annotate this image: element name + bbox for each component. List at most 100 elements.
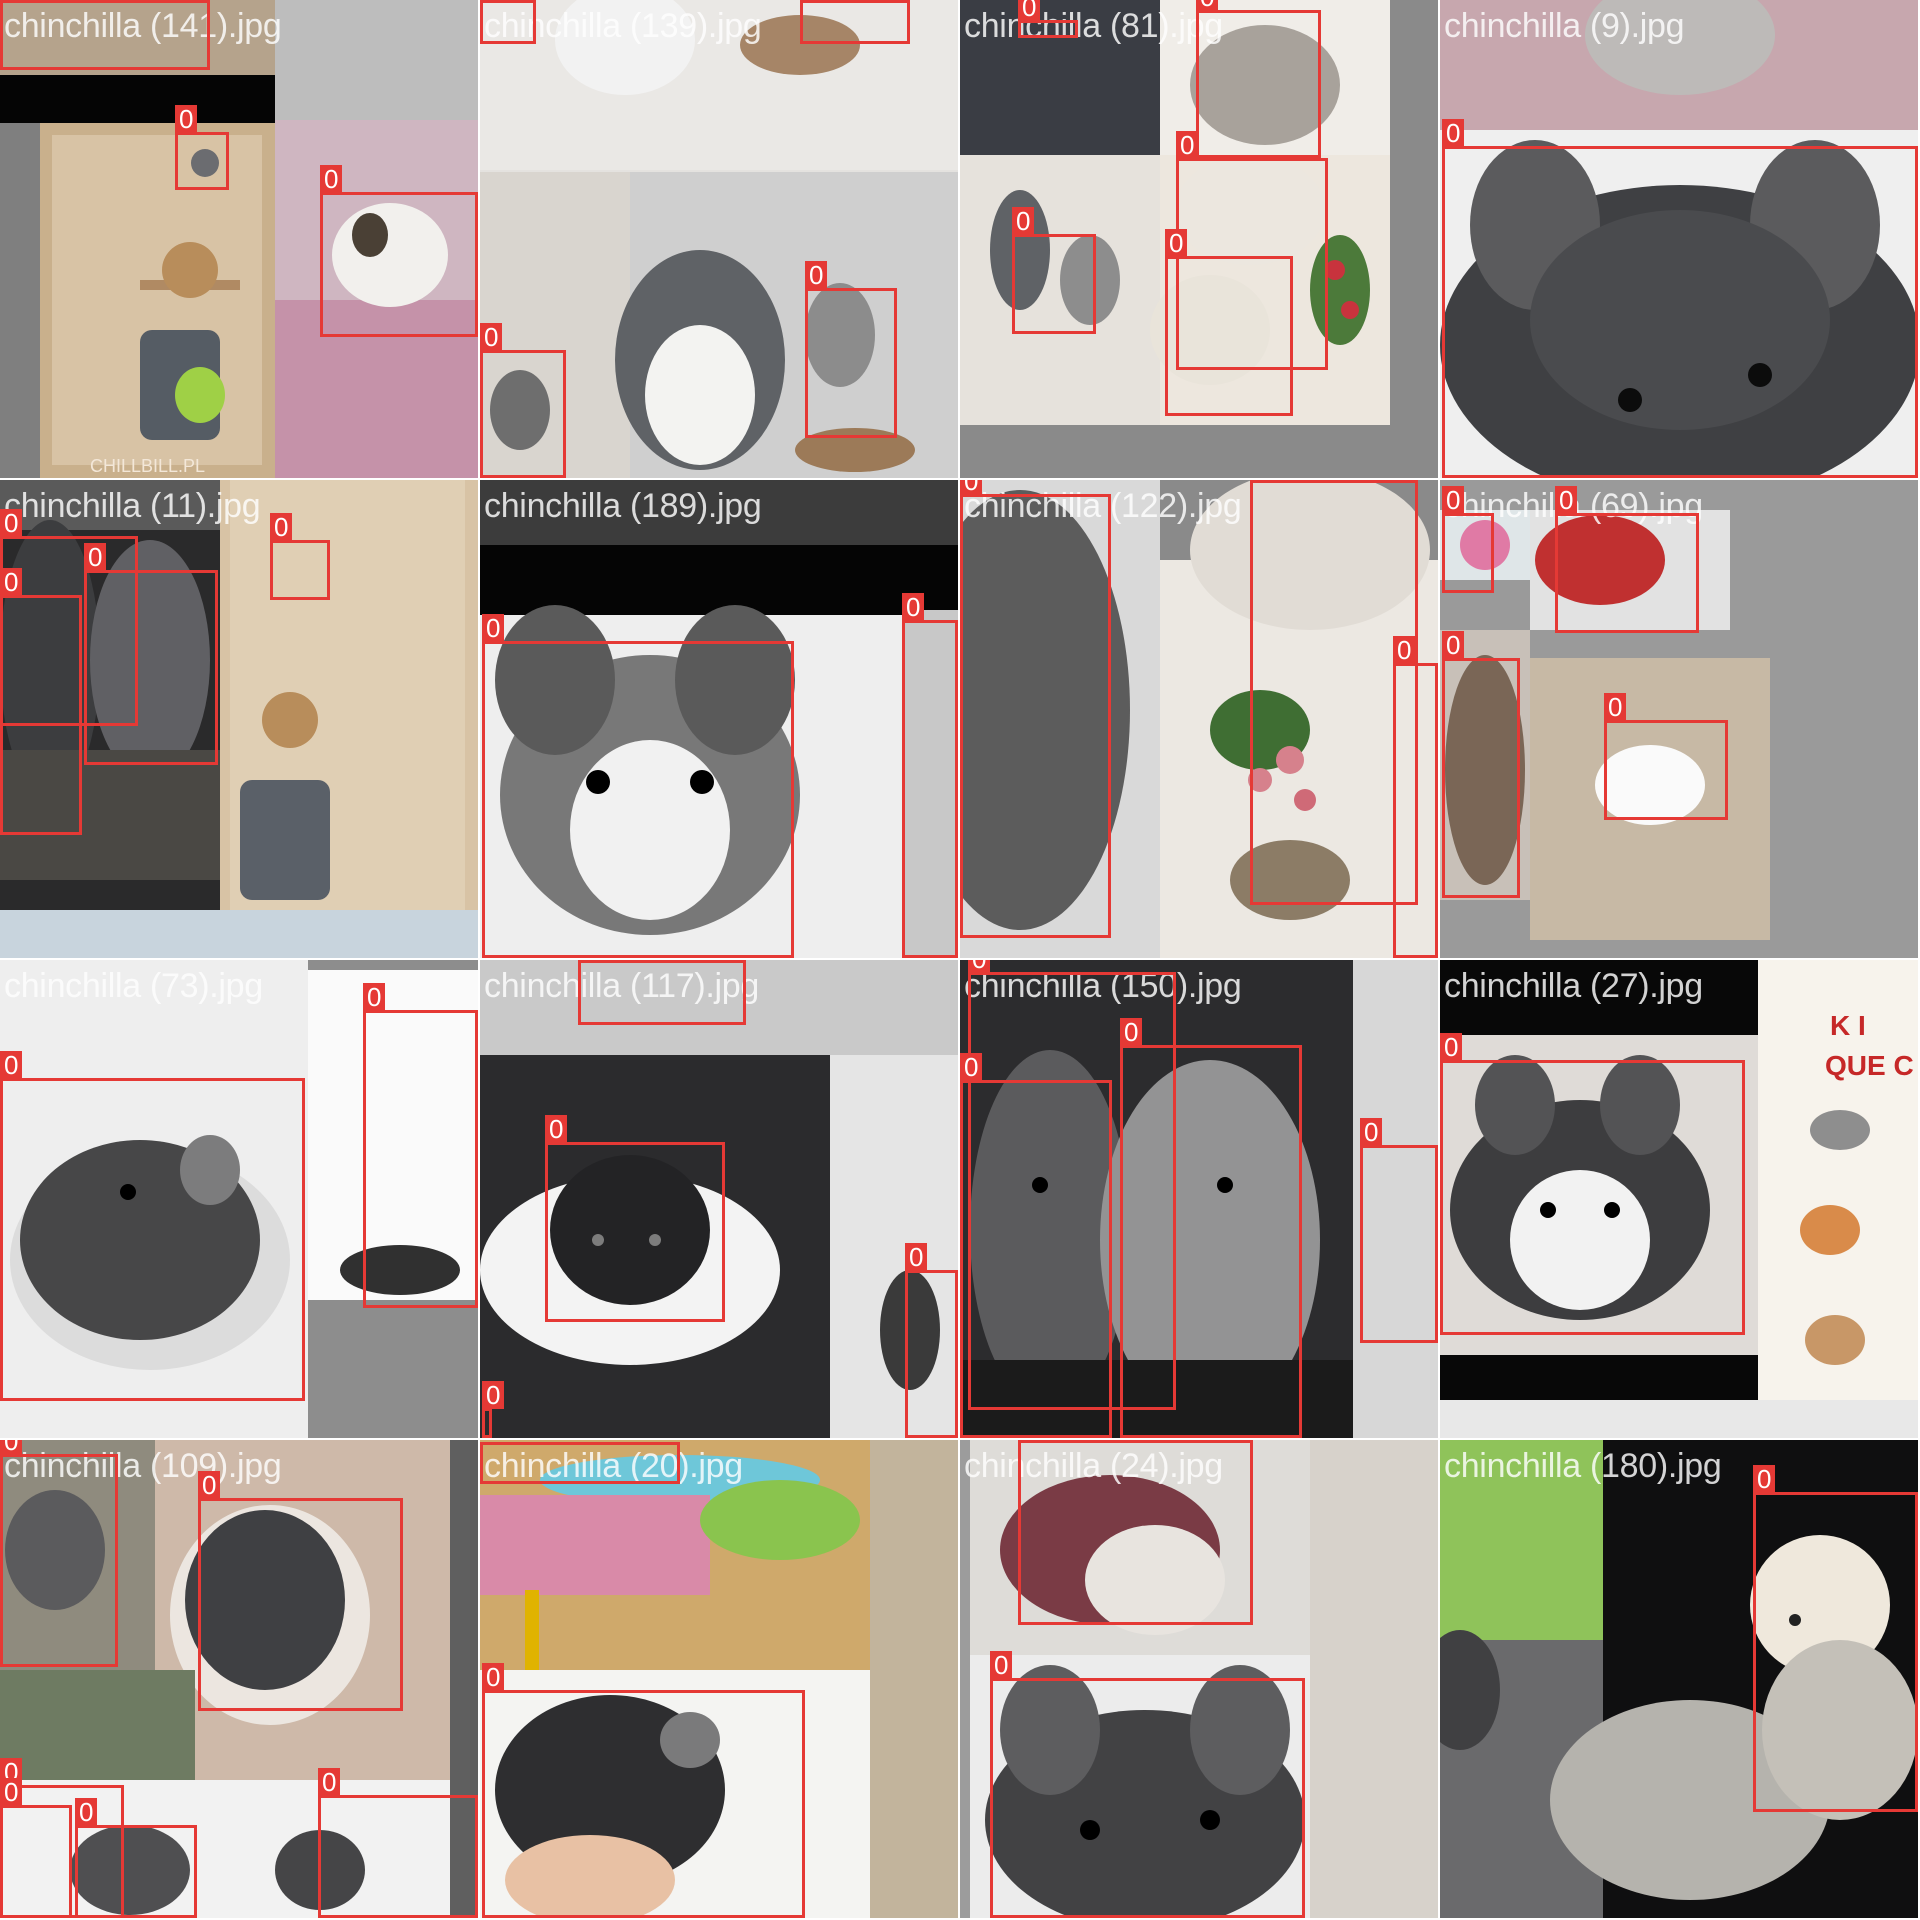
tile-16-box-1-label: 0 (1753, 1465, 1776, 1493)
tile-4-photo (1440, 0, 1918, 478)
tile-7-box-2: 0 (1250, 480, 1418, 905)
tile-3-box-2-label: 0 (1196, 0, 1219, 11)
tile-2-box-4: 0 (480, 323, 566, 478)
tile-1: CHILLBILL.PL chinchilla (141).jpg 0 0 0 (0, 0, 478, 478)
tile-1-box-1: 0 (0, 0, 210, 70)
tile-1-box-3: 0 (320, 165, 478, 337)
tile-5-box-4-label: 0 (270, 513, 293, 541)
tile-10-box-4: 0 (482, 1381, 505, 1438)
tile-2: chinchilla (139).jpg 0 0 0 0 (480, 0, 958, 478)
tile-9: chinchilla (73).jpg 0 0 (0, 960, 478, 1438)
tile-2-box-3: 0 (805, 261, 897, 438)
tile-13: chinchilla (109).jpg 0 0 0 0 0 0 (0, 1440, 478, 1918)
tile-10-filename: chinchilla (117).jpg (484, 967, 759, 1005)
tile-9-box-1-label: 0 (0, 1051, 23, 1079)
tile-13-filename: chinchilla (109).jpg (4, 1447, 282, 1485)
tile-10-box-2-label: 0 (545, 1115, 568, 1143)
tile-9-filename: chinchilla (73).jpg (4, 967, 263, 1005)
tile-4-box-1: 0 (1442, 119, 1918, 478)
tile-15: chinchilla (24).jpg 0 0 (960, 1440, 1438, 1918)
tile-14: chinchilla (20).jpg 0 (480, 1440, 958, 1918)
svg-text:K I: K I (1830, 1010, 1866, 1041)
tile-16-box-1: 0 (1753, 1465, 1918, 1812)
tile-10-box-1-label: 0 (578, 960, 601, 961)
tile-3-filename: chinchilla (81).jpg (964, 7, 1223, 45)
tile-3-box-4: 0 (1165, 229, 1293, 416)
tile-3-box-2: 0 (1196, 0, 1321, 158)
tile-11-box-2-label: 0 (960, 1053, 983, 1081)
tile-5-box-4: 0 (270, 513, 330, 600)
tile-11-box-1-label: 0 (968, 960, 991, 973)
tile-9-box-1: 0 (0, 1051, 305, 1401)
tile-15-filename: chinchilla (24).jpg (964, 1447, 1223, 1485)
tile-10-box-3: 0 (905, 1243, 958, 1438)
tile-13-box-6-label: 0 (0, 1778, 23, 1806)
tile-3-box-3-label: 0 (1176, 131, 1199, 159)
tile-10-box-4-label: 0 (482, 1381, 505, 1409)
tile-12-box-1: 0 (1440, 1033, 1745, 1335)
tile-13-box-2-label: 0 (198, 1471, 221, 1499)
tile-11-box-3-label: 0 (1120, 1018, 1143, 1046)
tile-2-box-1-label: 0 (480, 0, 503, 1)
tile-11-box-1: 0 (968, 960, 1176, 1410)
tile-2-box-2: 0 (800, 0, 910, 44)
svg-text:CHILLBILL.PL: CHILLBILL.PL (90, 456, 205, 476)
tile-11-box-4: 0 (1360, 1118, 1438, 1343)
tile-9-photo (0, 960, 478, 1438)
tile-9-box-2-label: 0 (363, 983, 386, 1011)
tile-10-box-2: 0 (545, 1115, 725, 1322)
tile-6-box-2-label: 0 (902, 593, 925, 621)
tile-13-box-1-label: 0 (0, 1440, 23, 1455)
tile-8-box-4: 0 (1604, 693, 1728, 820)
tile-5-filename: chinchilla (11).jpg (4, 487, 261, 525)
tile-4-box-1-label: 0 (1442, 119, 1465, 147)
tile-2-box-3-label: 0 (805, 261, 828, 289)
tile-3-box-3: 0 (1176, 131, 1328, 370)
tile-5-box-2-label: 0 (84, 543, 107, 571)
tile-10: chinchilla (117).jpg 0 0 0 0 (480, 960, 958, 1438)
tile-13-box-4-label: 0 (75, 1798, 98, 1826)
tile-1-photo: CHILLBILL.PL (0, 0, 478, 478)
tile-12-filename: chinchilla (27).jpg (1444, 967, 1703, 1005)
tile-1-box-1-label: 0 (0, 0, 23, 1)
tile-8: chinchilla (69).jpg 0 0 0 0 (1440, 480, 1918, 958)
tile-3: chinchilla (81).jpg 0 0 0 0 0 (960, 0, 1438, 478)
tile-1-box-2: 0 (175, 105, 229, 190)
tile-8-box-3: 0 (1442, 631, 1520, 898)
tile-3-box-5-label: 0 (1012, 207, 1035, 235)
tile-13-box-1: 0 (0, 1440, 118, 1667)
tile-11: chinchilla (150).jpg 0 0 0 0 (960, 960, 1438, 1438)
tile-1-box-3-label: 0 (320, 165, 343, 193)
tile-7: chinchilla (122).jpg 0 0 0 (960, 480, 1438, 958)
tile-8-box-3-label: 0 (1442, 631, 1465, 659)
tile-11-box-3: 0 (1120, 1018, 1302, 1438)
tile-12-photo: K I QUE C (1440, 960, 1918, 1438)
tile-7-box-3-label: 0 (1393, 636, 1416, 664)
tile-15-box-2-label: 0 (990, 1651, 1013, 1679)
tile-7-box-2-label: 0 (1250, 480, 1273, 481)
tile-10-box-1: 0 (578, 960, 746, 1025)
tile-2-box-2-label: 0 (800, 0, 823, 1)
tile-7-box-1-label: 0 (960, 480, 983, 495)
tile-12-box-1-label: 0 (1440, 1033, 1463, 1061)
tile-8-box-1: 0 (1442, 486, 1494, 593)
tile-3-box-5: 0 (1012, 207, 1096, 334)
tile-5-photo (0, 480, 478, 958)
tile-14-box-1-label: 0 (482, 1663, 505, 1691)
tile-1-filename: chinchilla (141).jpg (4, 7, 282, 45)
tile-6: chinchilla (189).jpg 0 0 (480, 480, 958, 958)
tile-4: chinchilla (9).jpg 0 (1440, 0, 1918, 478)
tile-6-box-1-label: 0 (482, 614, 505, 642)
tile-3-photo (960, 0, 1438, 478)
tile-8-box-2-label: 0 (1555, 486, 1578, 514)
tile-8-box-4-label: 0 (1604, 693, 1627, 721)
tile-5-box-3-label: 0 (0, 568, 23, 596)
tile-2-box-4-label: 0 (480, 323, 503, 351)
tile-14-box-2 (480, 1442, 680, 1484)
tile-7-box-1: 0 (960, 480, 1111, 938)
tile-7-photo (960, 480, 1438, 958)
tile-7-box-3: 0 (1393, 636, 1438, 958)
tile-13-box-2: 0 (198, 1471, 403, 1711)
tile-16-filename: chinchilla (180).jpg (1444, 1447, 1722, 1485)
